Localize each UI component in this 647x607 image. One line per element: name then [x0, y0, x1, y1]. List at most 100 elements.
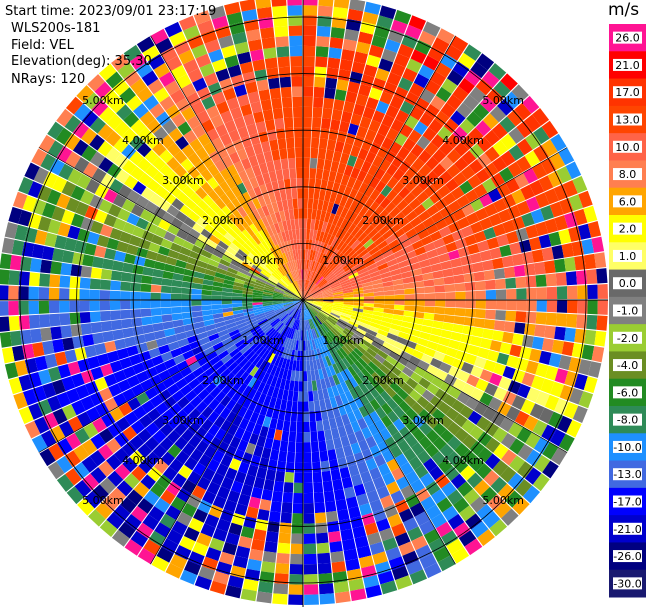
velocity-gate [318, 312, 327, 321]
velocity-gate [146, 340, 158, 351]
velocity-gate [290, 411, 298, 422]
velocity-gate [171, 112, 187, 128]
velocity-gate [375, 394, 387, 407]
velocity-gate [346, 249, 356, 260]
velocity-gate [584, 253, 597, 270]
velocity-gate [229, 348, 240, 358]
velocity-gate [232, 285, 244, 291]
velocity-gate [306, 280, 311, 291]
velocity-gate [342, 261, 353, 270]
velocity-gate [394, 294, 405, 300]
velocity-gate [369, 410, 381, 424]
velocity-gate [163, 396, 177, 409]
velocity-gate [431, 408, 446, 422]
velocity-gate [151, 355, 164, 367]
velocity-gate [124, 513, 142, 531]
velocity-gate [269, 139, 279, 151]
velocity-gate [574, 373, 588, 391]
velocity-gate [251, 327, 262, 336]
velocity-gate [303, 523, 316, 534]
velocity-gate [349, 200, 359, 212]
velocity-gate [287, 286, 296, 294]
velocity-gate [353, 300, 364, 303]
velocity-gate [231, 292, 243, 297]
velocity-gate [75, 384, 90, 400]
velocity-gate [51, 248, 65, 262]
velocity-gate [136, 86, 153, 103]
velocity-gate [482, 328, 494, 340]
velocity-gate [312, 328, 318, 339]
velocity-gate [179, 535, 196, 551]
velocity-gate [323, 244, 331, 255]
velocity-gate [102, 494, 120, 512]
velocity-gate [341, 48, 355, 62]
range-ring-label: 2.00km [362, 214, 404, 227]
velocity-gate [159, 513, 176, 529]
velocity-gate [425, 79, 441, 95]
velocity-gate [572, 405, 588, 424]
velocity-gate [331, 561, 346, 573]
velocity-gate [360, 470, 373, 484]
velocity-gate [267, 341, 276, 352]
velocity-gate [163, 191, 177, 205]
velocity-gate [378, 58, 394, 72]
velocity-gate [132, 103, 149, 119]
velocity-gate [253, 284, 265, 290]
velocity-gate [383, 304, 395, 310]
velocity-gate [465, 513, 483, 530]
velocity-gate [122, 457, 138, 473]
velocity-gate [181, 306, 192, 313]
velocity-gate [513, 322, 526, 335]
velocity-gate [252, 198, 262, 210]
velocity-gate [239, 61, 254, 75]
velocity-gate [224, 372, 235, 384]
velocity-gate [304, 269, 307, 280]
velocity-gate [538, 350, 552, 365]
velocity-gate [489, 247, 502, 260]
velocity-gate [261, 372, 270, 384]
velocity-gate [98, 63, 117, 81]
velocity-gate [500, 432, 517, 449]
velocity-gate [422, 319, 434, 328]
velocity-gate [313, 300, 324, 303]
velocity-gate [122, 222, 136, 235]
velocity-gate [240, 526, 255, 539]
velocity-gate [372, 432, 385, 445]
velocity-gate [312, 461, 322, 473]
velocity-gate [299, 290, 303, 300]
velocity-gate [316, 348, 322, 359]
velocity-gate [79, 300, 90, 312]
velocity-gate [431, 489, 447, 505]
velocity-gate [122, 262, 134, 273]
velocity-gate [297, 249, 301, 260]
velocity-gate [375, 67, 390, 82]
velocity-gate [414, 246, 427, 256]
velocity-gate [359, 274, 371, 281]
velocity-gate [306, 228, 311, 240]
velocity-gate [176, 360, 189, 372]
velocity-gates [0, 0, 608, 605]
velocity-gate [321, 118, 331, 130]
velocity-gate [344, 197, 354, 210]
velocity-gate [28, 213, 42, 229]
velocity-gate [348, 272, 359, 280]
velocity-gate [380, 415, 393, 428]
velocity-gate [192, 205, 205, 217]
velocity-gate [351, 61, 366, 74]
velocity-gate [282, 300, 293, 303]
velocity-gate [511, 216, 526, 231]
velocity-gate [331, 109, 343, 121]
velocity-gate [9, 330, 22, 347]
velocity-gate [459, 118, 475, 135]
velocity-gate [304, 279, 307, 290]
velocity-gate [158, 389, 172, 402]
velocity-gate [293, 482, 303, 494]
velocity-gate [275, 244, 283, 255]
velocity-gate [453, 413, 468, 428]
velocity-gate [327, 387, 335, 399]
velocity-gate [335, 270, 346, 278]
velocity-gate [391, 155, 405, 169]
velocity-gate [229, 151, 241, 165]
spoke-line [302, 299, 456, 565]
